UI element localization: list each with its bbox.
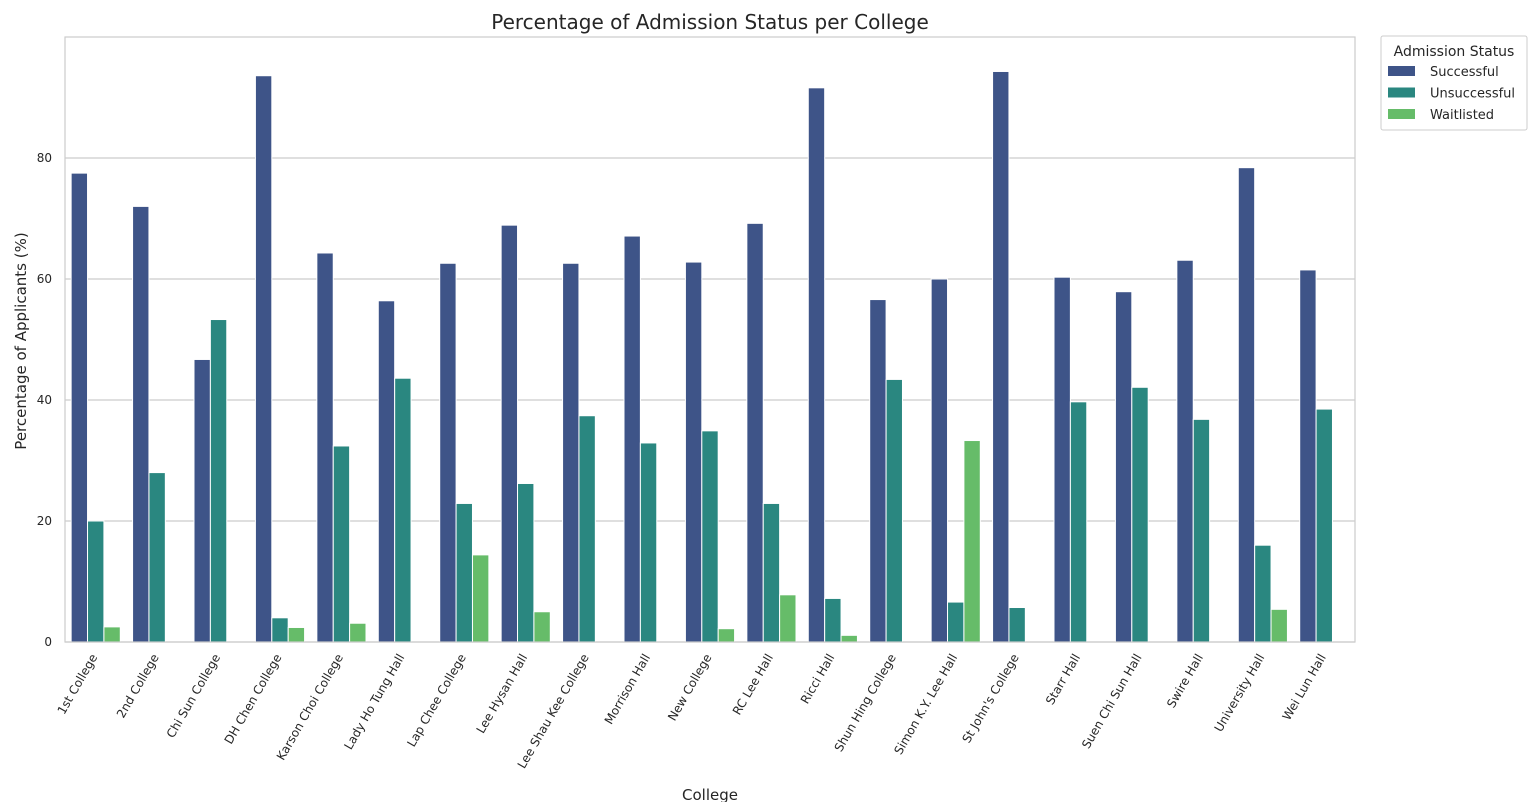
bar-waitlisted — [287, 626, 306, 643]
bar-unsuccessful — [148, 472, 166, 643]
bar-successful — [1237, 167, 1256, 643]
bar-waitlisted — [349, 622, 367, 643]
bar-unsuccessful — [947, 601, 965, 643]
bar-unsuccessful — [271, 617, 289, 643]
bar-successful — [377, 300, 396, 643]
bar-unsuccessful — [639, 442, 658, 643]
bar-waitlisted — [471, 554, 490, 643]
bar-unsuccessful — [517, 482, 535, 643]
bar-successful — [254, 75, 273, 643]
bar-waitlisted — [103, 626, 121, 643]
bar-waitlisted — [963, 440, 981, 643]
bar-successful — [70, 172, 89, 643]
bar-successful — [746, 222, 764, 643]
bar-waitlisted — [717, 628, 736, 643]
bar-successful — [684, 261, 703, 643]
bar-successful — [1114, 291, 1133, 643]
legend-label: Waitlisted — [1430, 108, 1494, 123]
y-tick-label: 80 — [37, 151, 52, 165]
bar-successful — [1053, 276, 1071, 643]
bars — [70, 70, 1333, 643]
bar-unsuccessful — [1069, 401, 1088, 643]
legend: Admission Status Successful Unsuccessful W… — [1380, 35, 1528, 131]
bar-unsuccessful — [824, 597, 842, 643]
bar-unsuccessful — [1008, 607, 1026, 643]
bar-unsuccessful — [87, 520, 105, 643]
legend-label: Successful — [1430, 65, 1499, 80]
bar-unsuccessful — [394, 377, 412, 643]
bar-unsuccessful — [885, 378, 903, 643]
y-tick-label: 20 — [37, 514, 52, 528]
bar-successful — [316, 252, 334, 643]
bar-successful — [193, 358, 211, 643]
bar-unsuccessful — [578, 415, 596, 643]
y-tick-label: 0 — [44, 635, 52, 649]
bar-unsuccessful — [1192, 418, 1211, 643]
x-axis-label: College — [682, 786, 738, 802]
legend-swatch — [1388, 87, 1415, 98]
bar-unsuccessful — [332, 445, 351, 643]
legend-swatch — [1388, 66, 1415, 76]
bar-successful — [623, 235, 641, 643]
bar-successful — [1299, 269, 1317, 643]
y-tick-labels: 0 20 40 60 80 — [37, 151, 52, 649]
bar-unsuccessful — [1131, 386, 1149, 643]
legend-swatch — [1388, 109, 1415, 119]
bar-successful — [869, 299, 887, 643]
bar-waitlisted — [533, 611, 551, 643]
bar-successful — [132, 205, 150, 643]
plot-frame — [64, 36, 1356, 643]
bar-waitlisted — [840, 634, 858, 643]
bar-successful — [439, 262, 457, 643]
bar-unsuccessful — [1254, 544, 1272, 643]
bar-successful — [992, 70, 1010, 643]
y-tick-label: 60 — [37, 272, 52, 286]
bar-unsuccessful — [1315, 408, 1333, 643]
bar-unsuccessful — [455, 502, 473, 643]
bar-successful — [930, 278, 949, 643]
legend-title: Admission Status — [1394, 44, 1515, 60]
chart-title: Percentage of Admission Status per Colle… — [491, 10, 929, 34]
bar-successful — [807, 87, 826, 643]
bar-successful — [562, 262, 580, 643]
bar-successful — [1176, 259, 1194, 643]
bar-unsuccessful — [209, 319, 228, 643]
bar-waitlisted — [779, 594, 797, 643]
bar-unsuccessful — [762, 502, 781, 643]
bar-waitlisted — [1270, 608, 1288, 643]
legend-frame — [1380, 35, 1528, 131]
bar-successful — [500, 224, 519, 643]
bar-unsuccessful — [701, 430, 719, 643]
legend-label: Unsuccessful — [1430, 87, 1515, 102]
y-tick-label: 40 — [37, 393, 52, 407]
y-axis-label: Percentage of Applicants (%) — [12, 232, 30, 449]
legend-entries: Successful Unsuccessful Waitlisted — [1388, 65, 1515, 123]
